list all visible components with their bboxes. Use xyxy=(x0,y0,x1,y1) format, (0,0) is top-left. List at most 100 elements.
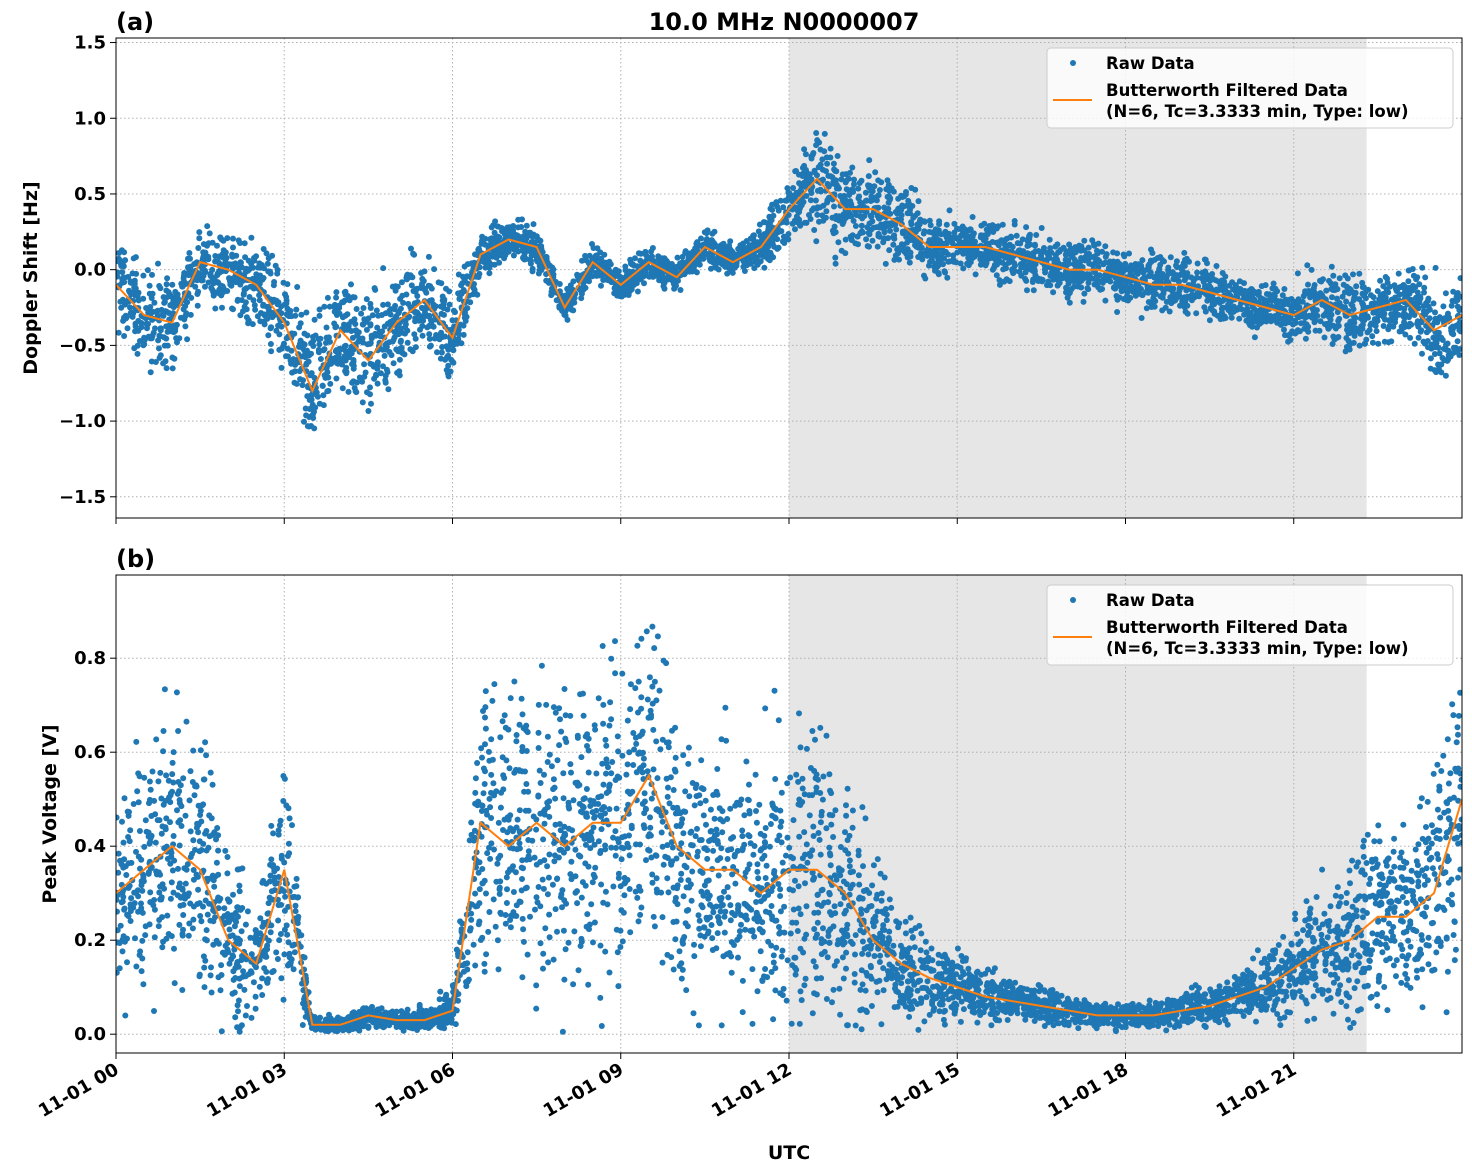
raw-point xyxy=(1184,310,1191,317)
raw-point xyxy=(250,979,257,986)
raw-point xyxy=(797,203,803,210)
raw-point xyxy=(138,882,145,889)
raw-point xyxy=(1308,266,1315,273)
raw-point xyxy=(1413,294,1419,301)
panel-a-label: (a) xyxy=(116,8,154,36)
raw-point xyxy=(1317,318,1324,325)
raw-point xyxy=(323,365,330,372)
raw-point xyxy=(167,799,174,806)
raw-point xyxy=(281,951,288,958)
raw-point xyxy=(371,285,378,292)
raw-point xyxy=(1351,330,1358,336)
raw-point xyxy=(1209,275,1216,282)
raw-point xyxy=(598,255,605,262)
raw-point xyxy=(813,238,820,245)
raw-point xyxy=(972,238,978,245)
raw-point xyxy=(187,768,194,775)
raw-point xyxy=(661,285,668,292)
y-tick-label: −0.5 xyxy=(59,335,106,356)
raw-point xyxy=(271,279,278,285)
raw-point xyxy=(193,782,199,789)
raw-point xyxy=(716,247,722,254)
raw-point xyxy=(1421,284,1428,291)
raw-point xyxy=(1133,269,1140,276)
raw-point xyxy=(882,260,889,267)
raw-point xyxy=(199,802,206,809)
raw-point xyxy=(596,272,603,279)
raw-point xyxy=(833,181,840,188)
raw-point xyxy=(1422,274,1429,281)
raw-point xyxy=(881,204,888,211)
raw-point xyxy=(426,335,433,342)
raw-point xyxy=(1407,334,1414,341)
raw-point xyxy=(792,168,799,175)
raw-point xyxy=(374,365,381,372)
raw-point xyxy=(147,369,154,376)
raw-point xyxy=(1052,252,1059,259)
raw-point xyxy=(293,306,300,313)
raw-point xyxy=(257,930,264,937)
raw-point xyxy=(348,281,354,288)
raw-point xyxy=(291,379,298,386)
raw-point xyxy=(602,259,609,266)
raw-point xyxy=(362,369,369,376)
raw-point xyxy=(1195,283,1202,290)
raw-point xyxy=(255,276,262,282)
raw-point xyxy=(116,940,123,946)
raw-point xyxy=(132,935,138,942)
raw-point xyxy=(254,313,261,320)
raw-point xyxy=(1193,310,1200,317)
raw-point xyxy=(146,778,153,785)
raw-point xyxy=(1117,283,1124,290)
raw-point xyxy=(131,345,138,352)
raw-point xyxy=(1325,307,1332,314)
raw-point xyxy=(970,254,977,261)
raw-point xyxy=(1023,277,1030,284)
raw-point xyxy=(628,278,634,285)
raw-point xyxy=(944,274,951,281)
raw-point xyxy=(196,235,203,242)
raw-point xyxy=(483,262,490,269)
raw-point xyxy=(139,887,146,894)
raw-point xyxy=(151,299,158,306)
raw-point xyxy=(203,927,210,934)
raw-point xyxy=(321,372,328,379)
raw-point xyxy=(1138,315,1145,321)
raw-point xyxy=(408,245,414,252)
panel-b-label: (b) xyxy=(116,545,155,573)
raw-point xyxy=(288,347,295,354)
raw-point xyxy=(1048,270,1055,277)
raw-point xyxy=(1221,296,1228,303)
raw-point xyxy=(402,324,409,331)
raw-point xyxy=(802,166,809,173)
raw-point xyxy=(1060,244,1067,251)
raw-point xyxy=(356,374,363,381)
raw-point xyxy=(898,212,905,219)
raw-point xyxy=(131,288,138,295)
raw-point xyxy=(1162,304,1169,311)
raw-point xyxy=(730,253,737,260)
raw-point xyxy=(1199,269,1206,276)
raw-point xyxy=(1054,282,1061,289)
raw-point xyxy=(1201,304,1208,311)
raw-point xyxy=(1112,263,1119,269)
raw-point xyxy=(180,926,186,933)
raw-point xyxy=(1405,278,1412,285)
raw-point xyxy=(1302,335,1309,342)
raw-point xyxy=(850,217,857,224)
raw-point xyxy=(268,888,275,895)
raw-point xyxy=(367,339,374,346)
raw-point xyxy=(913,243,920,250)
raw-point xyxy=(1020,264,1027,270)
raw-point xyxy=(278,364,285,371)
raw-point xyxy=(921,228,928,235)
raw-point xyxy=(311,316,318,323)
raw-point xyxy=(982,235,989,242)
raw-point xyxy=(1436,350,1443,357)
raw-point xyxy=(234,1024,241,1031)
raw-point xyxy=(1236,278,1243,285)
raw-point xyxy=(180,912,187,918)
raw-point xyxy=(165,289,172,296)
raw-point xyxy=(1401,319,1408,326)
raw-point xyxy=(169,788,176,795)
